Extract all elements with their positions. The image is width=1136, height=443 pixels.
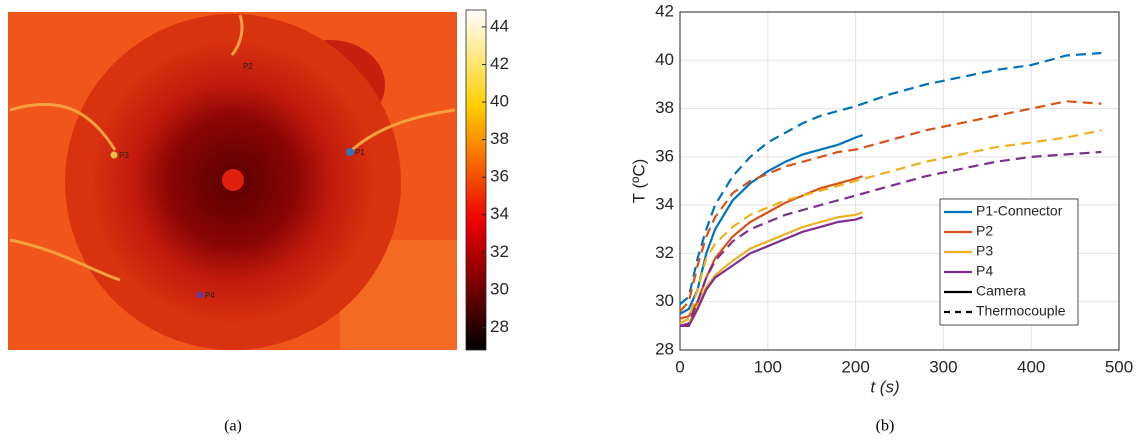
- point-label: P2: [243, 62, 253, 71]
- y-tick-label: 34: [655, 195, 674, 214]
- point-label: P3: [119, 151, 129, 160]
- legend-label: Camera: [976, 283, 1026, 299]
- x-tick-label: 500: [1105, 357, 1133, 376]
- data-line: [680, 216, 863, 327]
- y-axis-label: T (ºC): [629, 159, 648, 204]
- caption: (a): [224, 418, 242, 435]
- colorbar-tick-label: 34: [490, 204, 509, 223]
- thermal-image: P1 P2 P3 P4: [8, 12, 457, 350]
- point-marker: [346, 148, 354, 156]
- data-line: [679, 150, 1102, 327]
- legend-label: Thermocouple: [976, 303, 1066, 319]
- point-label: P1: [355, 148, 365, 157]
- caption: (b): [876, 418, 895, 435]
- x-axis-label: t (s): [870, 377, 899, 396]
- wire: [9, 14, 456, 282]
- point-marker: [110, 151, 118, 159]
- y-tick-label: 38: [655, 98, 674, 117]
- x-tick-label: 0: [675, 357, 684, 376]
- y-tick-label: 40: [655, 50, 674, 69]
- y-tick-label: 42: [655, 1, 674, 20]
- data-line: [679, 100, 1102, 313]
- colorbar-tick-label: 36: [490, 167, 509, 186]
- legend-label: P4: [976, 263, 993, 279]
- point-label: P4: [205, 291, 215, 300]
- x-tick-label: 200: [841, 357, 869, 376]
- colorbar-tick-label: 40: [490, 92, 509, 111]
- data-line: [679, 129, 1102, 325]
- hot-spot: [222, 169, 244, 191]
- colorbar-tick-label: 28: [490, 317, 509, 336]
- colorbar-tick-label: 32: [490, 242, 509, 261]
- axes-box: [679, 11, 1120, 351]
- colorbar-tick-label: 42: [490, 54, 509, 73]
- y-tick-label: 36: [655, 146, 674, 165]
- legend: [939, 198, 1079, 326]
- legend-label: P2: [976, 223, 993, 239]
- point-marker: [196, 291, 204, 299]
- colorbar-tick-label: 44: [490, 16, 509, 35]
- colorbar-tick-label: 30: [490, 279, 509, 298]
- legend-label: P1-Connector: [976, 203, 1063, 219]
- y-tick-label: 28: [655, 339, 674, 358]
- x-tick-label: 400: [1017, 357, 1045, 376]
- data-line: [679, 51, 1102, 305]
- x-tick-label: 100: [754, 357, 782, 376]
- legend-label: P3: [976, 243, 993, 259]
- colorbar: [465, 9, 487, 351]
- colorbar-tick-label: 38: [490, 129, 509, 148]
- x-tick-label: 300: [929, 357, 957, 376]
- y-tick-label: 30: [655, 291, 674, 310]
- y-tick-label: 32: [655, 243, 674, 262]
